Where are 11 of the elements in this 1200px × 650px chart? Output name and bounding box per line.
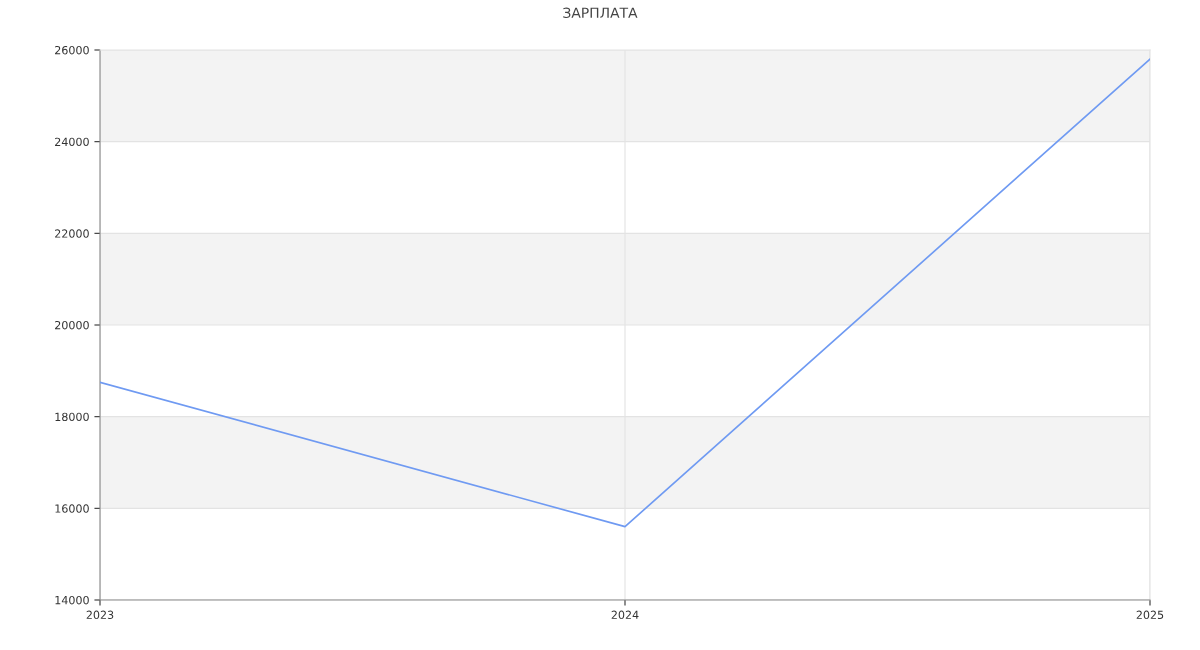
y-tick-label: 16000 bbox=[55, 504, 89, 513]
chart-title: ЗАРПЛАТА bbox=[563, 7, 638, 19]
x-tick-label: 2025 bbox=[1136, 610, 1164, 620]
y-tick-label: 20000 bbox=[55, 320, 89, 330]
x-tick-label: 2023 bbox=[86, 610, 114, 620]
y-tick-label: 26000 bbox=[55, 45, 89, 55]
x-tick-label: 2024 bbox=[611, 610, 639, 620]
y-tick-label: 14000 bbox=[55, 595, 89, 605]
y-tick-label: 24000 bbox=[55, 137, 89, 147]
y-tick-label: 22000 bbox=[55, 229, 89, 238]
y-tick-label: 18000 bbox=[55, 412, 89, 422]
